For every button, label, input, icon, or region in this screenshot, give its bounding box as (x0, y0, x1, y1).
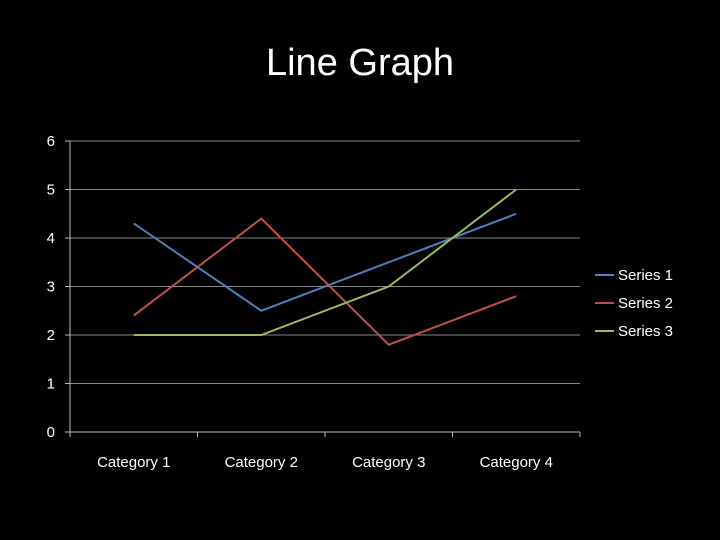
series-line-1 (133, 212, 517, 312)
series-line-3 (133, 188, 517, 336)
series-line-2 (133, 217, 517, 346)
legend: Series 1 Series 2 Series 3 (595, 267, 673, 340)
x-axis-tick-labels: Category 1 Category 2 Category 3 Category 4 (97, 454, 553, 471)
legend-label-2: Series 2 (618, 295, 673, 312)
chart-title: Line Graph (265, 42, 454, 84)
legend-label-3: Series 3 (618, 323, 673, 340)
legend-label-1: Series 1 (618, 267, 673, 284)
y-tick-label: 5 (47, 182, 55, 199)
y-tick-label: 3 (47, 279, 55, 296)
x-tick-label: Category 1 (97, 454, 170, 471)
axes (65, 140, 581, 437)
x-tick-label: Category 2 (225, 454, 298, 471)
gridlines (70, 140, 580, 384)
y-axis-tick-labels: 0 1 2 3 4 5 6 (47, 133, 55, 441)
y-tick-label: 6 (47, 133, 55, 150)
y-tick-label: 4 (47, 230, 55, 247)
y-tick-label: 2 (47, 327, 55, 344)
x-tick-label: Category 3 (352, 454, 425, 471)
series-lines (133, 188, 517, 346)
x-tick-label: Category 4 (480, 454, 553, 471)
y-tick-label: 0 (47, 424, 55, 441)
y-tick-label: 1 (47, 376, 55, 393)
